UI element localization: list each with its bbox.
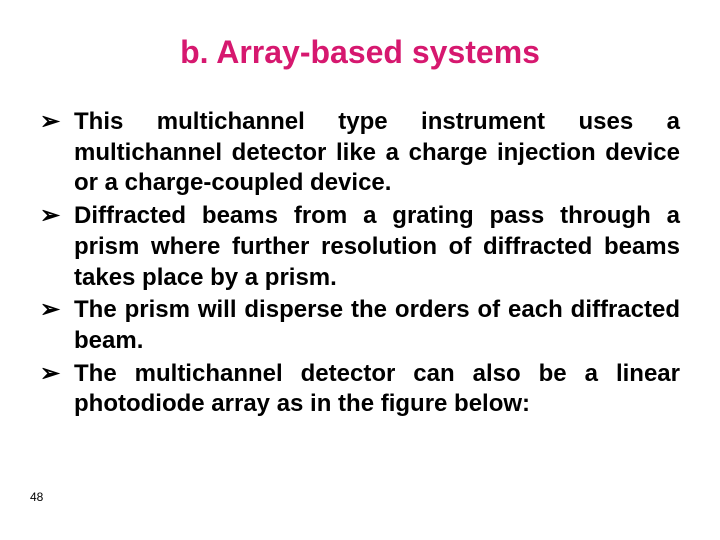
list-item-text: This multichannel type instrument uses a… <box>74 108 680 196</box>
bullet-marker-icon: ➢ <box>40 295 60 326</box>
bullet-list: ➢ This multichannel type instrument uses… <box>40 107 680 420</box>
bullet-marker-icon: ➢ <box>40 201 60 232</box>
slide-title: b. Array-based systems <box>40 34 680 71</box>
bullet-marker-icon: ➢ <box>40 107 60 138</box>
list-item: ➢ The prism will disperse the orders of … <box>40 295 680 356</box>
bullet-marker-icon: ➢ <box>40 359 60 390</box>
list-item-text: The prism will disperse the orders of ea… <box>74 296 680 354</box>
list-item: ➢ The multichannel detector can also be … <box>40 359 680 420</box>
list-item-text: Diffracted beams from a grating pass thr… <box>74 202 680 290</box>
list-item: ➢ Diffracted beams from a grating pass t… <box>40 201 680 293</box>
list-item-text: The multichannel detector can also be a … <box>74 360 680 418</box>
slide: b. Array-based systems ➢ This multichann… <box>0 0 720 540</box>
list-item: ➢ This multichannel type instrument uses… <box>40 107 680 199</box>
page-number: 48 <box>30 490 43 504</box>
